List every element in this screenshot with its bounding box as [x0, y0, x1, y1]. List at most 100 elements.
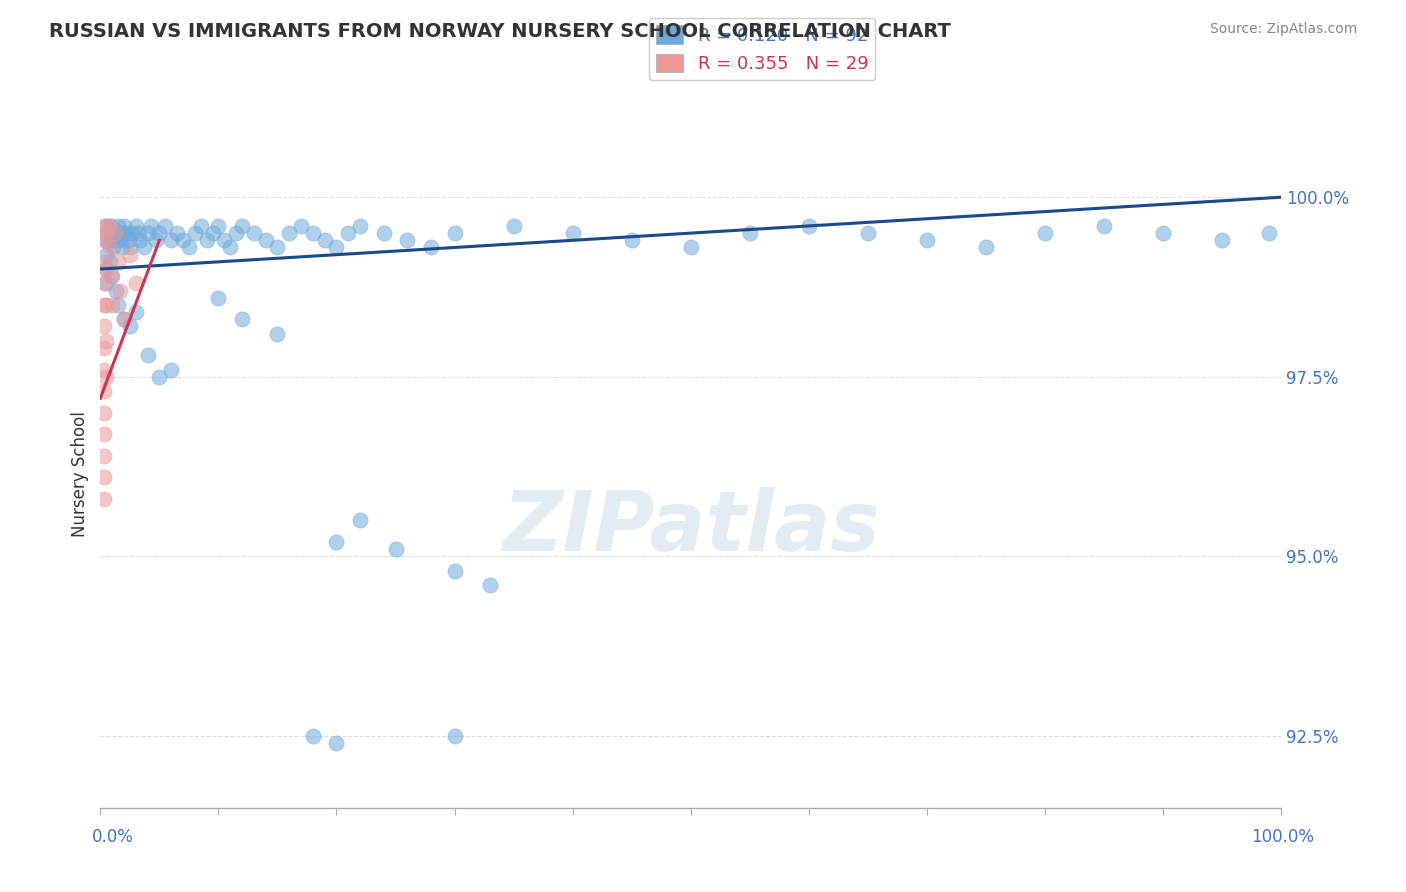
Point — [478, 578, 501, 592]
Point — [325, 736, 347, 750]
Point — [148, 226, 170, 240]
Point — [107, 219, 129, 233]
Point — [111, 226, 134, 240]
Point — [145, 233, 167, 247]
Point — [148, 369, 170, 384]
Point — [1258, 226, 1281, 240]
Point — [104, 233, 127, 247]
Point — [96, 334, 118, 348]
Point — [231, 312, 253, 326]
Point — [100, 219, 122, 233]
Point — [231, 219, 253, 233]
Point — [974, 240, 997, 254]
Point — [201, 226, 224, 240]
Point — [121, 226, 143, 240]
Point — [136, 226, 159, 240]
Point — [1033, 226, 1056, 240]
Point — [96, 226, 118, 240]
Point — [110, 240, 132, 254]
Point — [266, 240, 288, 254]
Point — [112, 312, 135, 326]
Point — [96, 248, 118, 262]
Point — [679, 240, 702, 254]
Point — [254, 233, 277, 247]
Point — [184, 226, 207, 240]
Point — [93, 319, 115, 334]
Text: RUSSIAN VS IMMIGRANTS FROM NORWAY NURSERY SCHOOL CORRELATION CHART: RUSSIAN VS IMMIGRANTS FROM NORWAY NURSER… — [49, 22, 950, 41]
Text: 0.0%: 0.0% — [91, 828, 134, 846]
Point — [620, 233, 643, 247]
Point — [266, 326, 288, 341]
Point — [129, 233, 152, 247]
Point — [214, 233, 236, 247]
Point — [93, 427, 115, 442]
Point — [98, 255, 121, 269]
Point — [96, 298, 118, 312]
Point — [93, 406, 115, 420]
Point — [325, 240, 347, 254]
Point — [915, 233, 938, 247]
Point — [96, 233, 118, 247]
Point — [96, 219, 118, 233]
Point — [155, 219, 177, 233]
Point — [108, 226, 131, 240]
Point — [118, 233, 141, 247]
Point — [172, 233, 194, 247]
Point — [127, 226, 149, 240]
Point — [93, 341, 115, 355]
Point — [190, 219, 212, 233]
Text: 100.0%: 100.0% — [1251, 828, 1315, 846]
Point — [93, 362, 115, 376]
Point — [160, 362, 183, 376]
Point — [93, 491, 115, 506]
Point — [98, 240, 121, 254]
Point — [225, 226, 247, 240]
Point — [1211, 233, 1233, 247]
Point — [561, 226, 583, 240]
Point — [104, 284, 127, 298]
Point — [219, 240, 242, 254]
Point — [349, 513, 371, 527]
Point — [97, 233, 120, 247]
Point — [105, 226, 128, 240]
Point — [302, 729, 325, 743]
Point — [207, 291, 229, 305]
Point — [93, 449, 115, 463]
Point — [112, 219, 135, 233]
Point — [107, 298, 129, 312]
Point — [118, 319, 141, 334]
Point — [384, 542, 406, 557]
Point — [101, 269, 124, 284]
Point — [136, 348, 159, 362]
Point — [139, 219, 162, 233]
Point — [177, 240, 200, 254]
Point — [278, 226, 301, 240]
Point — [96, 277, 118, 291]
Point — [443, 729, 465, 743]
Point — [97, 219, 120, 233]
Point — [103, 226, 125, 240]
Point — [1152, 226, 1174, 240]
Point — [125, 277, 148, 291]
Point — [96, 262, 118, 277]
Point — [243, 226, 266, 240]
Point — [118, 248, 141, 262]
Text: ZIPatlas: ZIPatlas — [502, 487, 880, 567]
Point — [738, 226, 761, 240]
Y-axis label: Nursery School: Nursery School — [72, 410, 89, 537]
Point — [314, 233, 336, 247]
Point — [325, 535, 347, 549]
Point — [101, 233, 124, 247]
Point — [93, 470, 115, 484]
Point — [93, 384, 115, 398]
Point — [93, 298, 115, 312]
Point — [125, 305, 148, 319]
Point — [110, 284, 132, 298]
Point — [797, 219, 820, 233]
Point — [856, 226, 879, 240]
Point — [93, 255, 115, 269]
Point — [349, 219, 371, 233]
Point — [110, 233, 132, 247]
Point — [290, 219, 312, 233]
Point — [125, 219, 148, 233]
